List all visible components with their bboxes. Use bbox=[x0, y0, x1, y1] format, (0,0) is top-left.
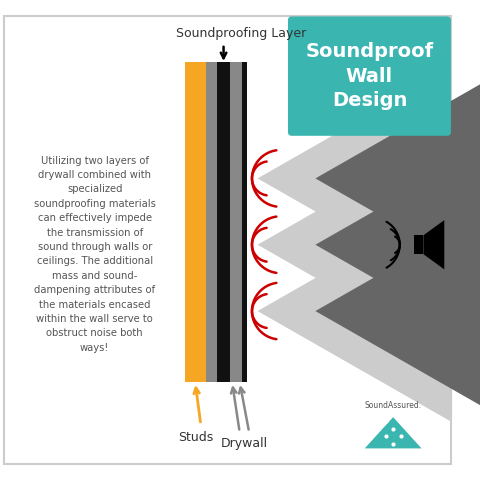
Polygon shape bbox=[365, 417, 421, 448]
Polygon shape bbox=[423, 220, 444, 269]
Text: Utilizing two layers of
drywall combined with
specialized
soundproofing material: Utilizing two layers of drywall combined… bbox=[34, 156, 156, 353]
FancyBboxPatch shape bbox=[4, 16, 451, 464]
Bar bbox=[230, 62, 241, 382]
Bar bbox=[414, 235, 423, 254]
Text: Soundproofing Layer: Soundproofing Layer bbox=[177, 27, 307, 40]
Bar bbox=[205, 62, 217, 382]
Bar bbox=[241, 62, 247, 382]
Text: Studs: Studs bbox=[179, 431, 214, 444]
Text: Soundproof
Wall
Design: Soundproof Wall Design bbox=[305, 42, 433, 110]
Text: Drywall: Drywall bbox=[221, 437, 268, 450]
Bar bbox=[217, 62, 230, 382]
Bar bbox=[185, 62, 205, 382]
Text: SoundAssured.: SoundAssured. bbox=[365, 401, 422, 410]
FancyBboxPatch shape bbox=[288, 16, 451, 136]
